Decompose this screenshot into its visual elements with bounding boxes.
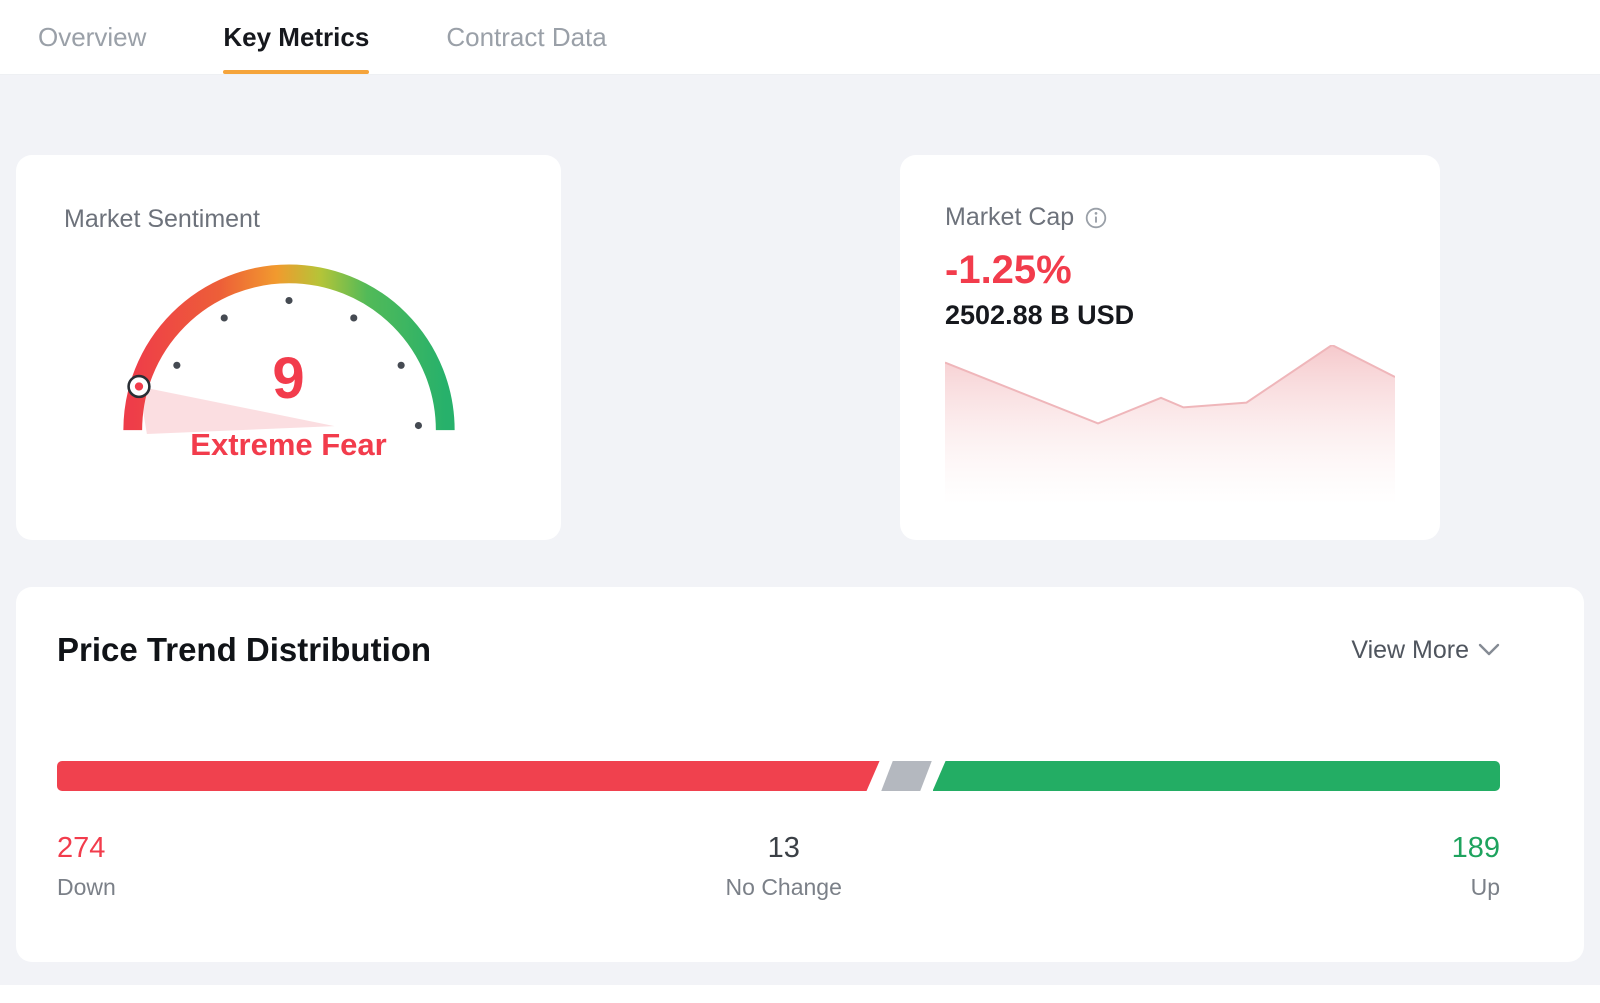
tab-overview-label: Overview	[38, 21, 147, 52]
price-trend-card: Price Trend Distribution View More 274 D…	[16, 587, 1584, 962]
market-cap-sparkline	[945, 345, 1395, 505]
trend-stats-row: 274 Down 13 No Change 189 Up	[57, 832, 1500, 901]
stat-up: 189 Up	[1451, 832, 1500, 901]
stat-down-label: Down	[57, 873, 116, 900]
market-cap-title: Market Cap	[945, 203, 1075, 231]
market-sentiment-title: Market Sentiment	[64, 205, 260, 233]
view-more-button[interactable]: View More	[1351, 636, 1500, 665]
stat-down: 274 Down	[57, 832, 116, 901]
gauge-needle	[126, 374, 151, 399]
sentiment-gauge: 9 Extreme Fear	[111, 250, 467, 466]
info-icon[interactable]	[1085, 207, 1107, 229]
sentiment-label: Extreme Fear	[190, 427, 387, 462]
sentiment-value: 9	[272, 346, 305, 411]
market-cap-card: Market Cap -1.25% 2502.88 B USD	[900, 155, 1440, 540]
stat-down-value: 274	[57, 832, 106, 864]
sparkline-area	[945, 345, 1395, 505]
tab-bar: Overview Key Metrics Contract Data	[0, 0, 1600, 75]
sparkline-line	[945, 345, 1395, 425]
tab-overview[interactable]: Overview	[38, 0, 146, 74]
tab-contract-data[interactable]: Contract Data	[446, 0, 606, 74]
bar-segment-no-change	[880, 761, 932, 791]
stat-up-value: 189	[1451, 832, 1500, 864]
bar-segment-up	[932, 761, 1500, 791]
market-cap-header: Market Cap	[945, 203, 1395, 232]
sentiment-gauge-svg	[122, 264, 455, 435]
tab-key-metrics-label: Key Metrics	[223, 21, 370, 52]
gauge-arc	[122, 264, 455, 431]
trend-distribution-bar	[57, 761, 1500, 791]
market-sentiment-card: Market Sentiment 9 Extreme	[16, 155, 561, 540]
chevron-down-icon	[1478, 643, 1500, 656]
stat-no-change-value: 13	[767, 832, 800, 864]
price-trend-header: Price Trend Distribution View More	[16, 587, 1584, 669]
market-cap-change: -1.25%	[945, 248, 1072, 292]
stat-no-change-label: No Change	[725, 873, 842, 900]
gauge-fill-wedge	[138, 386, 334, 435]
market-cap-value: 2502.88 B USD	[945, 300, 1135, 330]
stat-up-label: Up	[1470, 873, 1500, 900]
tab-active-underline	[223, 70, 370, 74]
tab-key-metrics[interactable]: Key Metrics	[223, 0, 370, 74]
gauge-tick-dots	[172, 296, 422, 430]
price-trend-title: Price Trend Distribution	[57, 631, 432, 668]
stat-no-change: 13 No Change	[725, 832, 842, 901]
tab-contract-data-label: Contract Data	[446, 21, 607, 52]
bar-segment-down	[57, 761, 880, 791]
next-section-strip	[0, 985, 1600, 1003]
view-more-label: View More	[1351, 635, 1469, 664]
